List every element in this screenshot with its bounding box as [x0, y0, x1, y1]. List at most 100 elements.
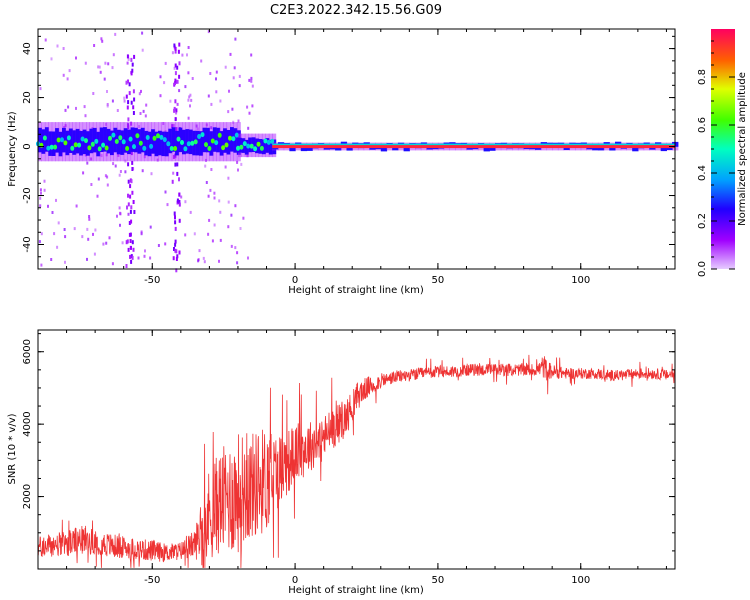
spectrogram-speckle: [230, 244, 233, 248]
spectrogram-speckle: [118, 206, 121, 210]
x-tick-label: 0: [292, 275, 298, 286]
spectrogram-column-speckle: [125, 264, 128, 268]
spectrogram-column-speckle: [174, 99, 177, 104]
spectrogram-column-speckle: [127, 179, 130, 184]
spectrogram-peak: [162, 137, 167, 143]
spectrogram-peak: [156, 133, 160, 139]
spectrogram-cell: [238, 137, 242, 153]
spectrogram-peak: [138, 140, 143, 146]
spectrogram-speckle: [213, 223, 216, 227]
y-tick-label: 6000: [22, 339, 33, 364]
spectrogram-speckle: [237, 119, 240, 123]
spectrogram-cell: [300, 146, 308, 152]
spectrogram-cell: [51, 131, 56, 156]
spectrogram-speckle: [180, 195, 183, 199]
spectrogram-column-speckle: [175, 268, 178, 273]
spectrogram-column-speckle: [128, 82, 131, 87]
spectrogram-speckle: [82, 171, 85, 175]
spectrogram-speckle: [93, 252, 96, 256]
spectrogram-speckle: [230, 213, 233, 217]
spectrogram-speckle: [104, 61, 107, 65]
spectrogram-speckle: [236, 160, 239, 164]
figure-title: C2E3.2022.342.15.56.G09: [270, 3, 442, 18]
spectrogram-speckle: [123, 96, 126, 100]
spectrogram-column-speckle: [127, 247, 130, 252]
spectrogram-column-speckle: [174, 162, 177, 167]
spectrogram-speckle: [40, 191, 42, 195]
spectrogram-column-speckle: [128, 91, 131, 96]
spectrogram-speckle: [86, 257, 88, 261]
spectrogram-speckle: [144, 114, 147, 118]
spectrogram-column-speckle: [130, 219, 133, 224]
snr-y-ticks: 2000 4000 6000: [22, 333, 675, 552]
spectrogram-column-speckle: [174, 78, 177, 83]
spectrogram-speckle: [181, 53, 184, 57]
spectrogram-speckle: [111, 66, 114, 70]
spectrogram-speckle: [43, 179, 46, 183]
spectrogram-speckle: [96, 194, 99, 198]
spectrogram-peak: [132, 144, 136, 150]
y-tick-label: 20: [22, 91, 33, 104]
spectrogram-cell: [632, 146, 639, 152]
spectrogram-cell: [158, 130, 162, 156]
spectrogram-peak: [173, 146, 178, 151]
spectrogram-peak: [63, 140, 68, 146]
spectrogram-column-speckle: [178, 202, 181, 207]
spectrogram-speckle: [248, 78, 251, 82]
spectrogram-speckle: [189, 93, 192, 97]
spectrogram-column-speckle: [132, 105, 135, 110]
x-tick-label: 100: [571, 275, 590, 286]
spectrogram-speckle: [187, 71, 190, 75]
spectrogram-cell: [140, 127, 145, 153]
spectrogram-column-speckle: [133, 210, 136, 214]
spectrogram-column-speckle: [129, 254, 132, 259]
spectrogram-column-speckle: [130, 205, 133, 210]
spectrogram-cell: [41, 129, 46, 154]
spectrogram-cell: [206, 127, 210, 153]
spectrogram-speckle: [43, 188, 46, 192]
spectrogram-speckle: [111, 99, 114, 103]
spectrogram-speckle: [187, 116, 190, 120]
spectrogram-cell: [185, 129, 190, 154]
spectrogram-column-speckle: [178, 177, 180, 182]
spectrogram-speckle: [92, 232, 94, 236]
spectrogram-speckle: [238, 74, 241, 78]
spectrogram-speckle: [219, 99, 222, 103]
spectrogram-column-speckle: [130, 245, 132, 250]
spectrogram-speckle: [207, 30, 210, 34]
spectrogram-speckle: [84, 114, 87, 118]
spectrogram-speckle: [40, 232, 43, 236]
spectrogram-speckle: [53, 232, 56, 236]
spectrogram-peak: [190, 140, 195, 146]
spectrogram-peak: [249, 143, 254, 149]
spectrogram-column-speckle: [174, 81, 176, 86]
spectrogram-peak: [46, 145, 51, 151]
spectrogram-cell: [403, 146, 410, 152]
spectrogram-peak: [217, 132, 222, 138]
spectrogram-peak: [256, 141, 261, 147]
colorbar-tick-label: 0.6: [697, 117, 708, 133]
spectrogram-column-speckle: [178, 192, 181, 197]
spectrogram-speckle: [102, 242, 105, 246]
spectrogram-peak: [101, 142, 106, 148]
spectrogram-speckle: [75, 204, 78, 208]
spectrogram-speckle: [164, 190, 167, 194]
spectrogram-column-speckle: [127, 193, 129, 198]
spectrogram-speckle: [39, 188, 42, 192]
spectrogram-speckle: [229, 52, 232, 56]
spectrogram-speckle: [219, 238, 222, 242]
spectrogram-column-speckle: [178, 218, 181, 223]
spectrogram-speckle: [119, 211, 122, 215]
spectrogram-column-speckle: [125, 240, 128, 245]
spectrogram-column-speckle: [176, 162, 179, 167]
spectrogram-peak: [221, 145, 226, 151]
spectrogram-cell: [161, 131, 166, 157]
spectrogram-speckle: [219, 210, 222, 214]
colorbar: 0.0 0.2 0.4 0.6 0.8 Normalized spectral ampl…: [697, 29, 748, 277]
snr-background: [38, 330, 675, 569]
spectrogram-speckle: [93, 44, 96, 47]
y-tick-label: 40: [22, 42, 33, 55]
spectrogram-speckle: [140, 232, 143, 236]
spectrogram-speckle: [247, 126, 250, 130]
